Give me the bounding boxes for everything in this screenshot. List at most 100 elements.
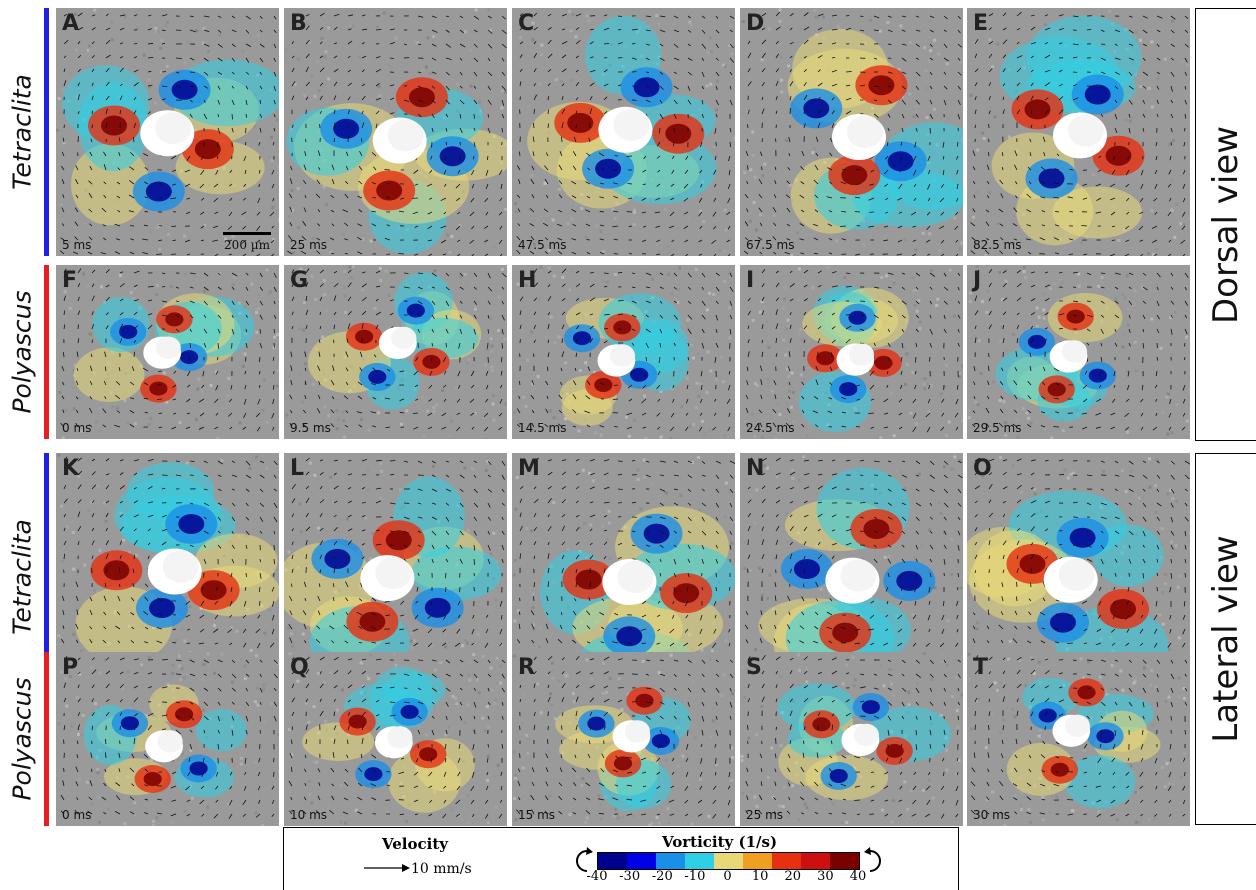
panel-timestamp: 25 ms (290, 238, 328, 252)
panel-letter: T (973, 655, 989, 680)
panel-timestamp: 67.5 ms (746, 238, 795, 252)
panel-timestamp: 15 ms (518, 808, 556, 822)
panel-j: J 29.5 ms (967, 265, 1190, 439)
vorticity-field-image (967, 265, 1190, 439)
colorbar-tick-label: 0 (723, 869, 732, 884)
panel-timestamp: 5 ms (62, 238, 92, 252)
panel-letter: F (62, 268, 78, 293)
panel-letter: Q (290, 655, 309, 680)
dorsal-view-label: Dorsal view (1206, 125, 1246, 324)
panel-letter: A (62, 11, 80, 36)
legend: Velocity 10 mm/s Vorticity (1/s) -40 -30-… (283, 827, 959, 890)
panel-c: C 47.5 ms (512, 8, 735, 256)
vorticity-field-image (514, 8, 735, 256)
dorsal-view-box: Dorsal view (1195, 8, 1256, 441)
row-label-polyascus: Polyascus (0, 652, 50, 826)
species-color-bar (44, 652, 49, 826)
species-color-bar (44, 8, 49, 256)
vorticity-field-image (967, 652, 1189, 826)
panel-letter: D (746, 11, 765, 36)
panel-b: B 25 ms (284, 8, 507, 256)
vorticity-field-image (287, 652, 507, 825)
panel-letter: O (973, 456, 992, 481)
panel-p: P 0 ms (56, 652, 279, 826)
species-color-bar (44, 453, 49, 701)
panel-letter: L (290, 456, 305, 481)
panel-q: Q 10 ms (284, 652, 507, 826)
species-name: Tetraclita (7, 74, 37, 190)
panel-timestamp: 0 ms (62, 421, 92, 435)
panel-timestamp: 24.5 ms (746, 421, 795, 435)
colorbar-segment (598, 853, 627, 869)
colorbar-segment (627, 853, 656, 869)
panel-r: R 15 ms (512, 652, 735, 826)
vorticity-field-image (57, 453, 279, 701)
vorticity-field-image (284, 8, 507, 256)
species-name: Polyascus (7, 290, 37, 414)
colorbar-tick-label: -20 (651, 869, 673, 884)
vorticity-field-image (743, 266, 963, 439)
panel-letter: H (518, 268, 537, 293)
row-label-tetraclita: Tetraclita (0, 453, 50, 701)
panel-letter: S (746, 655, 762, 680)
clockwise-rotation-icon (864, 847, 881, 872)
scale-bar: 200 µm (223, 232, 271, 252)
colorbar-tick-label: 30 (817, 869, 834, 884)
panel-letter: G (290, 268, 309, 293)
velocity-arrow-icon (364, 864, 410, 872)
panel-a: A 5 ms 200 µm (56, 8, 279, 256)
panel-timestamp: 0 ms (62, 808, 92, 822)
species-color-bar (44, 265, 49, 439)
row-label-polyascus: Polyascus (0, 265, 50, 439)
panel-timestamp: 25 ms (746, 808, 784, 822)
panel-t: T 30 ms (967, 652, 1190, 826)
panel-letter: N (746, 456, 765, 481)
colorbar-segment (714, 853, 743, 869)
panel-letter: K (62, 456, 80, 481)
panel-letter: M (518, 456, 540, 481)
panel-d: D 67.5 ms (740, 8, 963, 256)
vorticity-field-image (57, 652, 279, 826)
panel-timestamp: 30 ms (973, 808, 1011, 822)
panel-timestamp: 47.5 ms (518, 238, 567, 252)
panel-timestamp: 29.5 ms (973, 421, 1022, 435)
lateral-view-box: Lateral view (1195, 453, 1256, 825)
panel-letter: C (518, 11, 535, 36)
panel-f: F 0 ms (56, 265, 279, 439)
panel-letter: B (290, 11, 307, 36)
panel-g: G 9.5 ms (284, 265, 507, 439)
panel-i: I 24.5 ms (740, 265, 963, 439)
vorticity-field-image (512, 653, 735, 826)
vorticity-field-image (513, 265, 734, 439)
vorticity-field-image (285, 265, 507, 439)
colorbar-tick-label: 20 (784, 869, 802, 884)
vorticity-ticks: -40 -30 -20 -10 0 10 20 30 40 (587, 869, 867, 887)
panel-letter: E (973, 11, 989, 36)
vorticity-field-image (740, 652, 963, 825)
colorbar-tick-label: -40 (586, 869, 608, 884)
vorticity-field-image (969, 9, 1190, 256)
vorticity-field-image (741, 8, 963, 256)
colorbar-segment (656, 853, 685, 869)
vorticity-field-image (58, 268, 279, 439)
lateral-view-label: Lateral view (1206, 535, 1246, 743)
row-label-tetraclita: Tetraclita (0, 8, 50, 256)
colorbar-tick-label: -30 (619, 869, 641, 884)
vorticity-field-image (284, 456, 507, 701)
panel-letter: P (62, 655, 79, 680)
colorbar-tick-label: 40 (849, 869, 867, 884)
counterclockwise-rotation-icon (576, 847, 593, 872)
vorticity-title: Vorticity (1/s) (662, 833, 778, 851)
colorbar-segment (743, 853, 772, 869)
colorbar-segment (772, 853, 801, 869)
panel-letter: R (518, 655, 535, 680)
colorbar-tick-label: -10 (684, 869, 706, 884)
velocity-title: Velocity (382, 835, 448, 853)
species-name: Polyascus (7, 677, 37, 801)
panel-s: S 25 ms (740, 652, 963, 826)
panel-letter: I (746, 268, 755, 293)
colorbar-segment (801, 853, 830, 869)
panel-letter: J (973, 268, 982, 293)
velocity-value: 10 mm/s (411, 861, 472, 877)
